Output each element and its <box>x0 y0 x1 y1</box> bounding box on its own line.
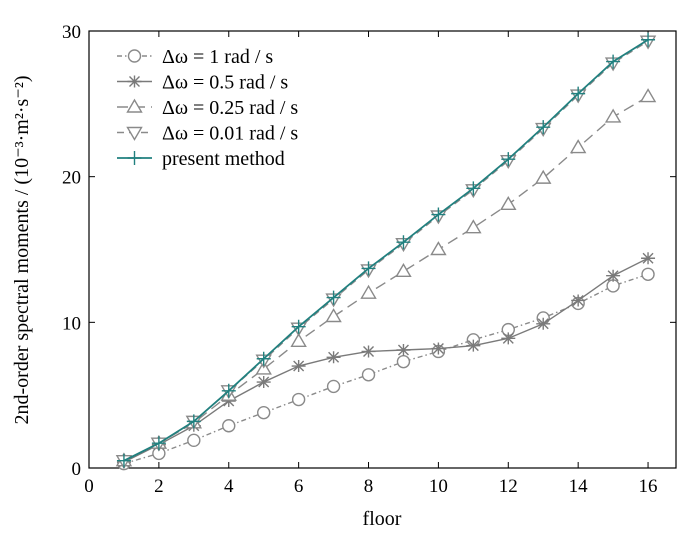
series-layer <box>115 32 657 471</box>
data-point <box>604 108 622 123</box>
y-tick-label: 30 <box>62 22 81 43</box>
data-point <box>361 345 376 358</box>
data-point <box>396 344 411 357</box>
legend: Δω = 1 rad / s Δω = 0.5 rad / s Δω = 0.25 … <box>117 46 298 170</box>
legend-marker <box>126 126 143 141</box>
plot-frame <box>88 30 677 469</box>
data-point <box>569 139 587 154</box>
data-point <box>430 241 447 256</box>
data-point <box>535 169 552 184</box>
y-axis-title: 2nd-order spectral moments / (10⁻³·m²·s⁻… <box>11 75 33 424</box>
legend-item: present method <box>117 148 285 170</box>
data-point <box>606 54 621 69</box>
data-point <box>396 235 411 250</box>
data-point <box>291 392 306 407</box>
legend-label: Δω = 1 rad / s <box>162 46 273 68</box>
data-point <box>606 269 621 282</box>
data-point <box>256 351 271 366</box>
y-tick-label: 20 <box>62 168 81 189</box>
x-tick-label: 2 <box>154 476 164 497</box>
data-point <box>116 453 131 468</box>
data-point <box>395 262 412 278</box>
legend-label: Δω = 0.5 rad / s <box>162 72 288 94</box>
data-point <box>257 405 271 420</box>
series-line <box>123 38 649 462</box>
series-2 <box>115 88 657 467</box>
legend-item: Δω = 0.25 rad / s <box>117 97 298 119</box>
data-point <box>221 394 236 407</box>
data-point <box>256 376 271 389</box>
data-point <box>500 195 517 211</box>
data-point <box>501 332 516 345</box>
data-point <box>466 181 481 196</box>
x-tick-label: 12 <box>499 476 518 497</box>
x-tick-label: 14 <box>569 476 589 497</box>
data-point <box>186 414 201 429</box>
x-axis-title: floor <box>363 508 402 530</box>
legend-marker <box>127 151 142 165</box>
series-line <box>123 273 649 465</box>
legend-marker <box>127 75 142 88</box>
data-point <box>571 86 586 101</box>
data-point <box>641 32 656 47</box>
x-tick-label: 16 <box>639 476 658 497</box>
data-point <box>501 152 516 167</box>
y-axis-ticks: 0 10 20 30 <box>62 22 676 480</box>
y-tick-label: 0 <box>72 459 82 480</box>
legend-marker <box>126 98 143 113</box>
data-point <box>396 354 411 369</box>
data-point <box>431 207 446 222</box>
data-point <box>536 120 551 135</box>
legend-label: Δω = 0.01 rad / s <box>162 123 298 145</box>
data-point <box>326 379 341 394</box>
x-tick-label: 4 <box>224 476 234 497</box>
data-point <box>326 290 341 305</box>
x-tick-label: 10 <box>429 476 448 497</box>
series-line <box>123 95 649 462</box>
data-point <box>431 342 446 355</box>
legend-item: Δω = 0.5 rad / s <box>117 72 288 94</box>
data-point <box>291 319 306 334</box>
x-tick-label: 8 <box>364 476 374 497</box>
plot-area-border <box>88 30 677 469</box>
data-point <box>187 433 201 448</box>
series-4 <box>116 32 656 468</box>
data-point <box>571 294 586 307</box>
data-point <box>221 383 236 398</box>
data-point <box>641 267 655 281</box>
legend-item: Δω = 0.01 rad / s <box>117 123 298 145</box>
data-point <box>360 284 377 299</box>
data-point <box>325 308 342 323</box>
series-line <box>123 257 649 463</box>
data-point <box>222 419 236 433</box>
x-axis-ticks: 0 2 4 6 8 10 12 14 16 <box>84 31 658 497</box>
data-point <box>290 332 307 347</box>
data-point <box>291 360 306 373</box>
y-tick-label: 10 <box>62 313 81 334</box>
data-point <box>361 368 376 382</box>
data-point <box>466 339 481 352</box>
data-point <box>361 261 376 276</box>
legend-item: Δω = 1 rad / s <box>117 46 273 68</box>
legend-marker <box>127 49 142 63</box>
data-point <box>151 436 166 451</box>
series-0 <box>117 267 655 471</box>
legend-label: Δω = 0.25 rad / s <box>162 97 298 119</box>
x-tick-label: 6 <box>294 476 304 497</box>
data-point <box>641 252 656 265</box>
data-point <box>465 219 482 234</box>
x-tick-label: 0 <box>84 476 94 497</box>
data-point <box>326 351 341 364</box>
legend-label: present method <box>162 148 285 170</box>
data-point <box>536 317 551 330</box>
data-point <box>639 88 657 103</box>
